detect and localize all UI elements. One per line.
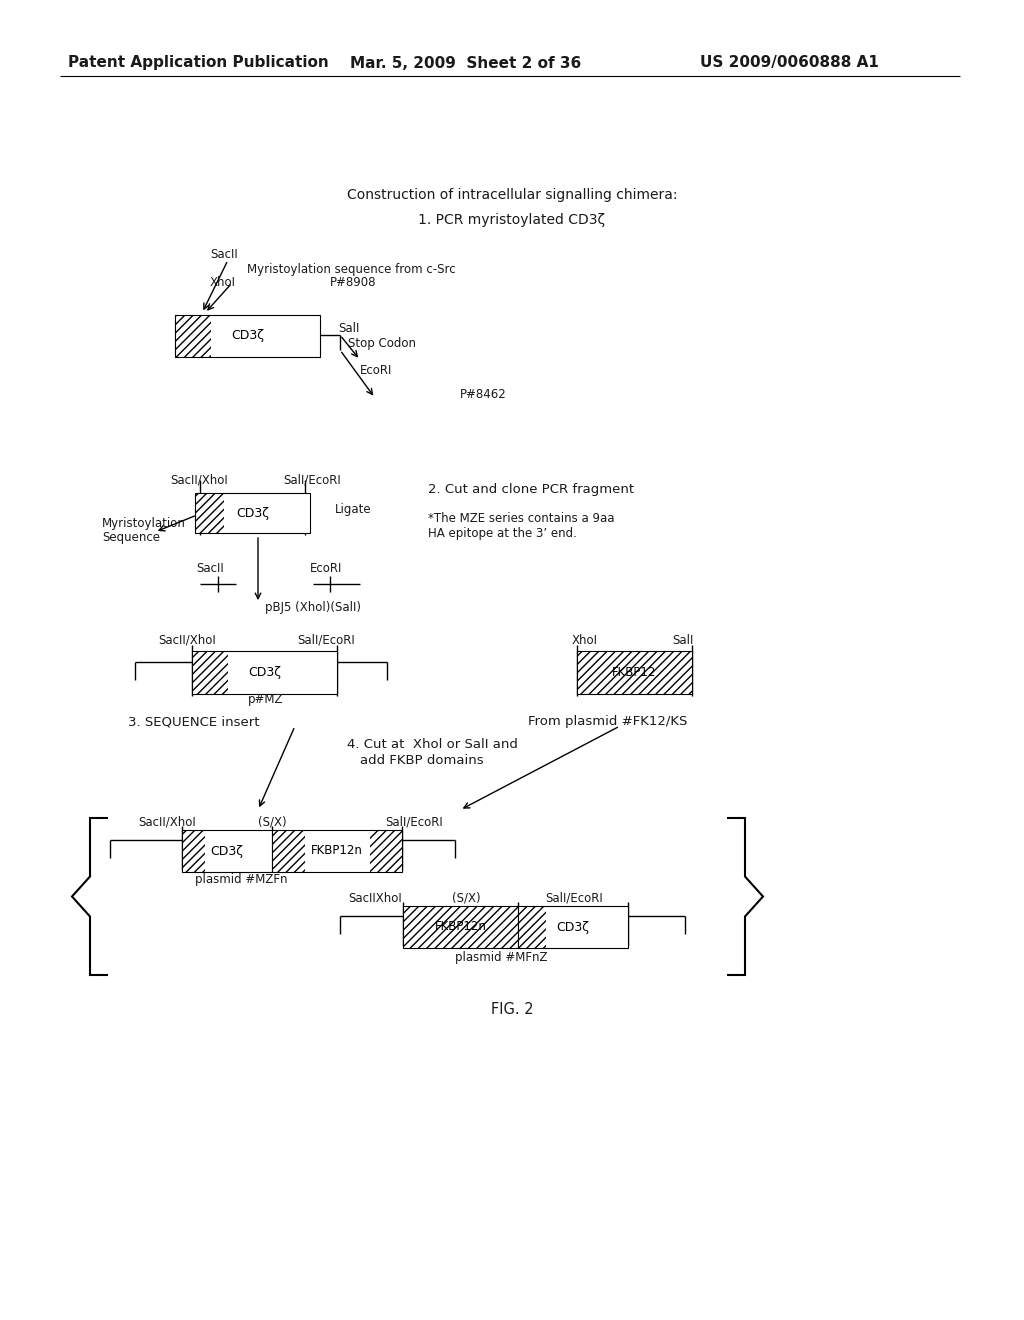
Text: CD3ζ: CD3ζ xyxy=(211,845,244,858)
Text: XhoI: XhoI xyxy=(210,276,236,289)
Text: Stop Codon: Stop Codon xyxy=(348,337,416,350)
Text: SacII/XhoI: SacII/XhoI xyxy=(170,474,227,487)
Text: XhoI: XhoI xyxy=(572,634,598,647)
Text: SalI/EcoRI: SalI/EcoRI xyxy=(385,816,442,829)
Text: 3. SEQUENCE insert: 3. SEQUENCE insert xyxy=(128,715,259,729)
Text: SalI/EcoRI: SalI/EcoRI xyxy=(283,474,341,487)
Bar xyxy=(272,830,402,873)
Text: Sequence: Sequence xyxy=(102,531,160,544)
Text: Myristoylation sequence from c-Src: Myristoylation sequence from c-Src xyxy=(247,264,456,276)
Text: EcoRI: EcoRI xyxy=(310,561,342,574)
Text: SacII/XhoI: SacII/XhoI xyxy=(138,816,196,829)
Text: FKBP12n: FKBP12n xyxy=(434,920,486,933)
Bar xyxy=(403,906,518,948)
Text: CD3ζ: CD3ζ xyxy=(236,507,269,520)
Text: SalI: SalI xyxy=(338,322,359,334)
Text: P#8462: P#8462 xyxy=(460,388,507,401)
Bar xyxy=(193,651,228,694)
Text: add FKBP domains: add FKBP domains xyxy=(360,755,483,767)
Text: CD3ζ: CD3ζ xyxy=(231,330,264,342)
Text: plasmid #MZFn: plasmid #MZFn xyxy=(195,874,288,887)
Text: CD3ζ: CD3ζ xyxy=(556,920,590,933)
Bar xyxy=(195,492,224,533)
Text: (S/X): (S/X) xyxy=(258,816,287,829)
Text: Myristoylation: Myristoylation xyxy=(102,516,186,529)
Text: 2. Cut and clone PCR fragment: 2. Cut and clone PCR fragment xyxy=(428,483,634,496)
Text: SalI/EcoRI: SalI/EcoRI xyxy=(297,634,354,647)
Bar xyxy=(272,830,304,873)
Text: FIG. 2: FIG. 2 xyxy=(490,1002,534,1018)
Text: SacIIXhoI: SacIIXhoI xyxy=(348,891,401,904)
Text: plasmid #MFnZ: plasmid #MFnZ xyxy=(455,952,548,965)
Text: SacII: SacII xyxy=(210,248,238,261)
Text: Mar. 5, 2009  Sheet 2 of 36: Mar. 5, 2009 Sheet 2 of 36 xyxy=(350,55,582,70)
Text: SacII: SacII xyxy=(196,561,224,574)
Bar xyxy=(193,651,337,694)
Text: EcoRI: EcoRI xyxy=(360,363,392,376)
Text: SacII/XhoI: SacII/XhoI xyxy=(158,634,216,647)
Text: 1. PCR myristoylated CD3ζ: 1. PCR myristoylated CD3ζ xyxy=(419,213,605,227)
Bar xyxy=(577,651,692,694)
Text: From plasmid #FK12/KS: From plasmid #FK12/KS xyxy=(528,715,687,729)
Text: Construction of intracellular signalling chimera:: Construction of intracellular signalling… xyxy=(347,187,677,202)
Bar xyxy=(403,906,518,948)
Text: US 2009/0060888 A1: US 2009/0060888 A1 xyxy=(700,55,879,70)
Bar xyxy=(518,906,628,948)
Text: Ligate: Ligate xyxy=(335,503,372,516)
Bar xyxy=(175,315,319,356)
Text: p#MZ: p#MZ xyxy=(248,693,284,706)
Bar xyxy=(182,830,205,873)
Text: CD3ζ: CD3ζ xyxy=(248,667,281,678)
Bar xyxy=(195,492,310,533)
Bar xyxy=(182,830,272,873)
Text: *The MZE series contains a 9aa: *The MZE series contains a 9aa xyxy=(428,511,614,524)
Text: FKBP12n: FKBP12n xyxy=(311,845,362,858)
Text: P#8908: P#8908 xyxy=(330,276,377,289)
Bar xyxy=(577,651,692,694)
Text: 4. Cut at  Xhol or SalI and: 4. Cut at Xhol or SalI and xyxy=(347,738,518,751)
Text: pBJ5 (Xhol)(SalI): pBJ5 (Xhol)(SalI) xyxy=(265,601,361,614)
Bar xyxy=(175,315,211,356)
Text: HA epitope at the 3’ end.: HA epitope at the 3’ end. xyxy=(428,527,577,540)
Text: FKBP12: FKBP12 xyxy=(612,667,656,678)
Text: Patent Application Publication: Patent Application Publication xyxy=(68,55,329,70)
Text: SalI/EcoRI: SalI/EcoRI xyxy=(545,891,603,904)
Text: (S/X): (S/X) xyxy=(452,891,480,904)
Bar xyxy=(370,830,402,873)
Text: SalI: SalI xyxy=(672,634,693,647)
Bar xyxy=(518,906,546,948)
